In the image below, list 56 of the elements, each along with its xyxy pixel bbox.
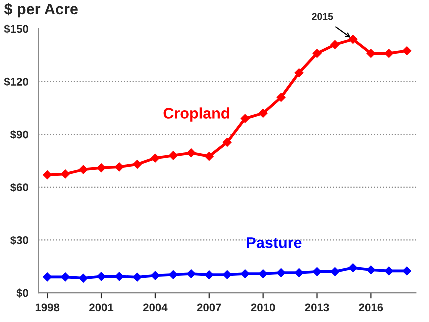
point xyxy=(240,114,250,124)
x-tick-label: 2016 xyxy=(359,304,384,312)
point xyxy=(402,266,412,276)
point xyxy=(186,148,196,158)
x-tick-label: 2001 xyxy=(90,304,114,312)
annotation: 2015 xyxy=(312,13,334,20)
point xyxy=(168,151,178,160)
chart-title: $ per Acre xyxy=(4,3,78,18)
point xyxy=(115,162,124,172)
point xyxy=(312,267,322,276)
point xyxy=(366,266,376,275)
point xyxy=(79,165,88,174)
point xyxy=(366,49,376,58)
point xyxy=(312,49,322,58)
x-tick-label: 2007 xyxy=(197,304,222,312)
point xyxy=(115,272,124,282)
point xyxy=(186,270,196,278)
series-label: Pasture xyxy=(247,238,302,248)
point xyxy=(133,272,142,282)
point xyxy=(294,68,304,78)
point xyxy=(204,270,214,280)
point xyxy=(97,164,106,172)
x-tick-label: 2013 xyxy=(305,304,330,312)
point xyxy=(348,264,358,272)
point xyxy=(330,40,340,50)
point xyxy=(168,270,178,280)
point xyxy=(276,93,286,102)
point xyxy=(97,272,106,282)
y-tick-label: $60 xyxy=(10,183,28,192)
point xyxy=(294,268,304,278)
point xyxy=(258,109,268,118)
point xyxy=(384,49,394,58)
x-tick-label: 1998 xyxy=(36,304,60,312)
point xyxy=(258,270,268,278)
point xyxy=(222,270,232,280)
point xyxy=(151,271,160,280)
point xyxy=(61,170,70,179)
point xyxy=(348,35,358,44)
y-tick-label: $120 xyxy=(4,78,28,87)
y-tick-label: $150 xyxy=(4,24,28,34)
point xyxy=(330,267,340,276)
point xyxy=(204,152,214,162)
point xyxy=(79,274,88,283)
y-tick-label: $90 xyxy=(10,130,28,140)
point xyxy=(240,270,250,278)
x-tick-label: 2004 xyxy=(143,304,168,312)
x-tick-label: 2010 xyxy=(251,304,276,312)
point xyxy=(133,160,142,169)
point xyxy=(151,154,160,163)
series-label: Cropland xyxy=(164,108,230,122)
point xyxy=(402,46,412,56)
y-tick-label: $0 xyxy=(16,288,28,298)
point xyxy=(222,138,232,147)
point xyxy=(276,268,286,278)
point xyxy=(43,170,52,180)
y-tick-label: $30 xyxy=(10,236,28,246)
